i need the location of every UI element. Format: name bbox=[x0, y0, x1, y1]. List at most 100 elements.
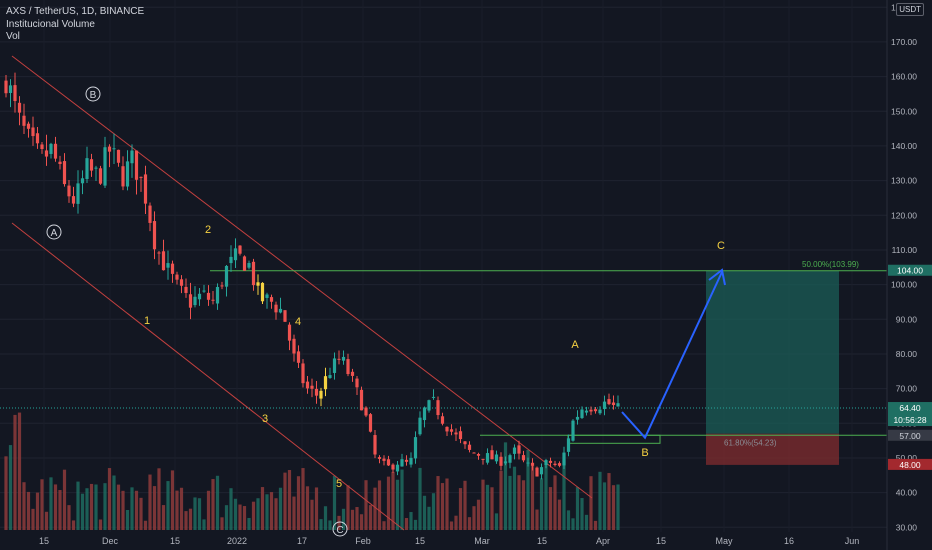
volume-bar bbox=[283, 472, 287, 530]
volume-label[interactable]: Vol bbox=[6, 31, 20, 42]
volume-bar bbox=[328, 520, 332, 530]
candle-body bbox=[386, 459, 391, 466]
volume-bar bbox=[593, 520, 598, 530]
wave-labels: A B C 1 2 3 4 5 A B C bbox=[46, 86, 725, 537]
candle-body bbox=[112, 148, 116, 150]
volume-bar bbox=[85, 488, 89, 530]
volume-bar bbox=[58, 490, 62, 530]
candle-body bbox=[17, 102, 22, 113]
candle-body bbox=[368, 414, 373, 432]
wave-label: 4 bbox=[295, 316, 301, 328]
volume-bar bbox=[508, 475, 512, 530]
volume-bar bbox=[575, 487, 580, 530]
volume-bar bbox=[409, 512, 413, 530]
candle-body bbox=[359, 389, 364, 411]
volume-bar bbox=[134, 490, 139, 530]
candle-body bbox=[458, 431, 463, 440]
trend-lines[interactable]: 50.00%(103.99) 61.80%(54.23) bbox=[0, 55, 887, 531]
candle-body bbox=[602, 401, 607, 410]
candle-body bbox=[220, 285, 224, 287]
time-tick-label: 16 bbox=[784, 536, 794, 546]
price-axis[interactable]: 30.0040.0050.0060.0070.0080.0090.00100.0… bbox=[886, 0, 932, 550]
time-tick-label: Apr bbox=[596, 536, 610, 546]
volume-bar bbox=[310, 499, 314, 530]
volume-bar bbox=[598, 471, 602, 530]
indicator-name[interactable]: Institucional Volume bbox=[6, 18, 95, 30]
volume-bar bbox=[296, 476, 301, 530]
volume-bar bbox=[112, 475, 116, 530]
candle-body bbox=[265, 294, 269, 298]
time-axis[interactable]: 15 Dec 15 2022 17 Feb 15 Mar 15 Apr 15 May 16 Jun bbox=[39, 536, 859, 546]
price-tick-label: 80.00 bbox=[896, 349, 918, 359]
volume-bar bbox=[445, 478, 449, 530]
volume-bar bbox=[13, 414, 17, 530]
candle-body bbox=[485, 453, 490, 463]
time-tick-label: 15 bbox=[656, 536, 666, 546]
candle-body bbox=[404, 459, 409, 462]
candle-body bbox=[13, 85, 17, 102]
candle-body bbox=[400, 459, 404, 467]
volume-bar bbox=[125, 509, 130, 530]
candle-body bbox=[256, 282, 260, 286]
volume-bar bbox=[602, 482, 607, 530]
volume-bar bbox=[359, 514, 364, 530]
currency-badge[interactable]: USDT bbox=[896, 3, 924, 16]
candle-body bbox=[409, 457, 413, 465]
candle-body bbox=[67, 185, 71, 197]
long-position-tool[interactable] bbox=[706, 270, 839, 465]
candle-body bbox=[337, 358, 341, 360]
candle-body bbox=[449, 429, 454, 432]
volume-bar bbox=[260, 487, 265, 530]
volume-bar bbox=[211, 479, 215, 530]
volume-bar bbox=[566, 510, 571, 530]
volume-bar bbox=[373, 487, 377, 530]
volume-bar bbox=[170, 470, 175, 530]
entry-price-label: 57.00 bbox=[899, 431, 921, 441]
candle-body bbox=[166, 263, 170, 268]
candle-body bbox=[607, 399, 611, 405]
volume-bar bbox=[242, 506, 247, 530]
price-tick-label: 110.00 bbox=[892, 245, 918, 255]
candle-body bbox=[503, 461, 508, 464]
volume-bar bbox=[139, 497, 143, 530]
grid-lines bbox=[0, 6, 887, 528]
wave-label: 2 bbox=[205, 224, 211, 236]
volume-bar bbox=[121, 490, 125, 530]
volume-bar bbox=[269, 492, 274, 530]
candle-body bbox=[314, 388, 319, 396]
candle-body bbox=[391, 464, 395, 470]
volume-bar bbox=[395, 479, 400, 530]
candle-body bbox=[319, 390, 323, 399]
volume-bar bbox=[391, 471, 395, 530]
price-tick-label: 40.00 bbox=[896, 488, 918, 498]
channel-upper bbox=[11, 55, 593, 499]
volume-bar bbox=[166, 481, 170, 530]
channel-lower bbox=[11, 222, 405, 531]
candle-body bbox=[26, 123, 31, 129]
candle-body bbox=[476, 453, 481, 456]
symbol-title[interactable]: AXS / TetherUS, 1D, BINANCE bbox=[6, 6, 145, 17]
volume-bar bbox=[229, 488, 233, 530]
candle-body bbox=[278, 308, 283, 313]
volume-bar bbox=[161, 505, 166, 530]
candle-body bbox=[472, 452, 476, 454]
candle-body bbox=[130, 150, 134, 164]
entry-price-label-bg bbox=[888, 429, 932, 441]
candle-body bbox=[575, 416, 580, 420]
time-tick-label: Jun bbox=[845, 536, 860, 546]
candle-body bbox=[35, 133, 40, 144]
candle-body bbox=[494, 454, 499, 462]
candle-body bbox=[8, 85, 13, 94]
volume-bar bbox=[355, 507, 359, 530]
volume-bar bbox=[89, 483, 94, 530]
candle-body bbox=[98, 168, 103, 184]
volume-bar bbox=[557, 499, 562, 530]
volume-bar bbox=[463, 480, 467, 530]
candle-body bbox=[445, 426, 449, 432]
candle-body bbox=[526, 462, 530, 464]
last-price-label-bg bbox=[888, 402, 932, 427]
volume-bar bbox=[611, 485, 616, 530]
fib-upper-label: 50.00%(103.99) bbox=[802, 260, 859, 269]
stop-price-label: 48.00 bbox=[899, 460, 921, 470]
